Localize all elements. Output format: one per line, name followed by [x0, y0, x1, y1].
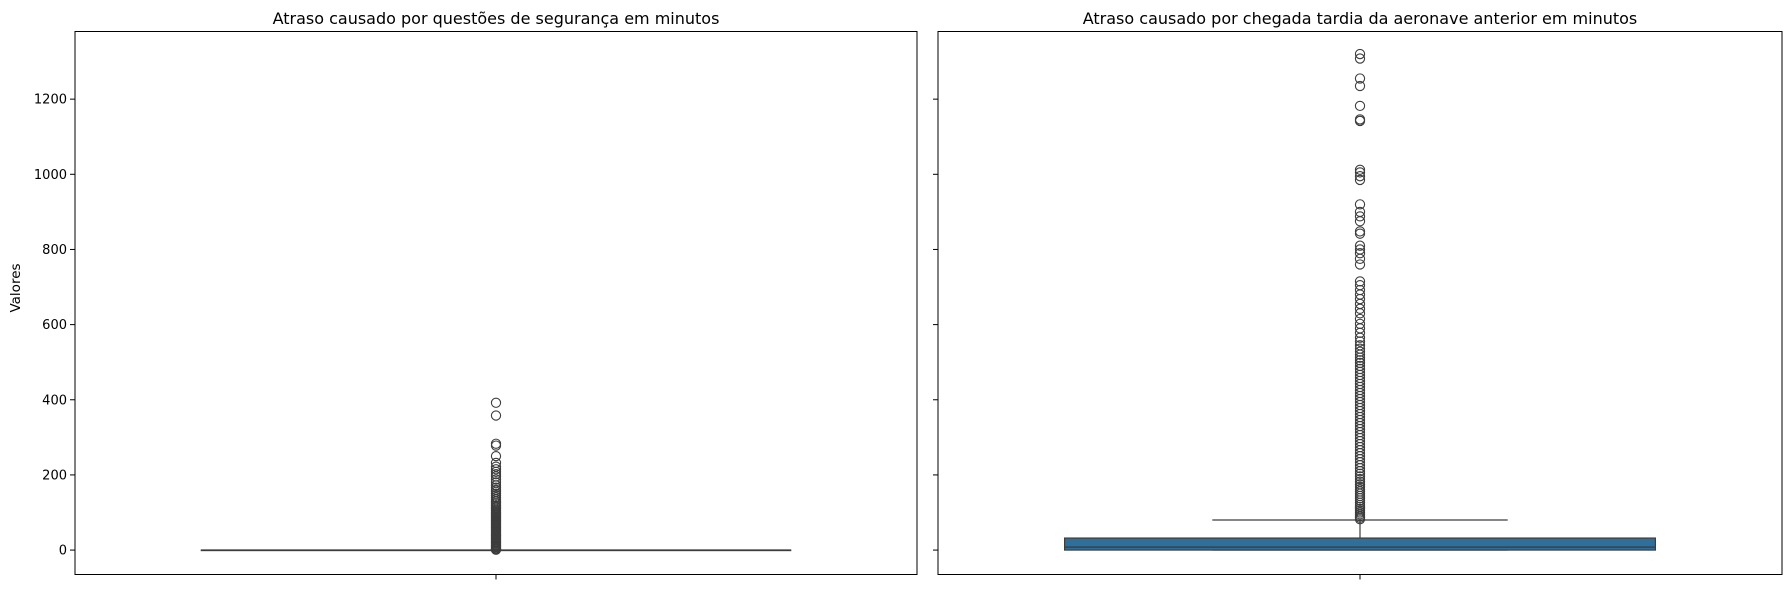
- outlier-point: [490, 438, 502, 449]
- y-tick-label: 1200: [34, 93, 67, 108]
- outlier-point: [1354, 360, 1366, 372]
- plot-area: [200, 397, 792, 555]
- outlier-point: [1354, 226, 1366, 237]
- outlier-point: [490, 474, 502, 485]
- outlier-point: [1354, 174, 1366, 186]
- outlier-point: [1354, 336, 1366, 347]
- y-tick-label: 600: [42, 318, 67, 333]
- box: [1063, 537, 1656, 551]
- outlier-point: [490, 464, 502, 475]
- outlier-point: [1354, 114, 1366, 125]
- outlier-point: [1354, 171, 1366, 182]
- outlier-point: [1354, 481, 1366, 493]
- outlier-point: [1354, 167, 1366, 178]
- outlier-point: [1354, 253, 1366, 264]
- outlier-point: [1354, 53, 1366, 64]
- y-tick-label: 400: [42, 393, 67, 408]
- outlier-point: [1354, 100, 1366, 112]
- outlier-point: [1354, 276, 1366, 287]
- outlier-point: [1354, 340, 1366, 351]
- outlier-point: [1354, 244, 1366, 255]
- outlier-point: [1354, 479, 1366, 490]
- panel-security-delay: Atraso causado por questões de segurança…: [8, 9, 918, 580]
- outlier-point: [1354, 48, 1366, 60]
- outlier-point: [1354, 206, 1366, 218]
- outlier-point: [1354, 473, 1366, 485]
- outlier-point: [1354, 73, 1366, 84]
- outlier-point: [1354, 313, 1366, 325]
- outlier-point: [1354, 303, 1366, 314]
- y-tick-label: 800: [42, 243, 67, 258]
- outlier-point: [1354, 164, 1366, 175]
- plot-area: [1063, 48, 1656, 551]
- outlier-point: [1354, 343, 1366, 354]
- outlier-point: [490, 477, 502, 488]
- y-axis: [933, 98, 1361, 580]
- outlier-point: [490, 461, 502, 472]
- outlier-point: [1354, 468, 1366, 479]
- outlier-point: [1354, 363, 1366, 375]
- outlier-point: [490, 457, 502, 469]
- outlier-point: [1354, 280, 1366, 291]
- outlier-point: [1354, 284, 1366, 296]
- outlier-point: [1354, 357, 1366, 369]
- outlier-point: [1354, 259, 1366, 270]
- outlier-point: [1354, 248, 1366, 259]
- outlier-point: [1354, 346, 1366, 357]
- y-tick-label: 0: [59, 544, 67, 559]
- outlier-point: [1354, 471, 1366, 482]
- chart-title: Atraso causado por chegada tardia da aer…: [1083, 9, 1638, 28]
- y-axis: 0 200 400 600 800 1000 1200: [34, 93, 497, 580]
- outlier-point: [1354, 240, 1366, 251]
- outlier-point: [1354, 476, 1366, 487]
- outlier-point: [490, 397, 502, 408]
- axes-frame: [937, 31, 1783, 575]
- outlier-point: [490, 450, 502, 462]
- axes-frame: [74, 31, 918, 575]
- panel-late-aircraft-delay: Atraso causado por chegada tardia da aer…: [933, 9, 1783, 580]
- outlier-point: [1354, 211, 1366, 222]
- y-axis-label: Valores: [8, 263, 24, 312]
- outlier-point: [1354, 318, 1366, 330]
- outlier-point: [1354, 355, 1366, 366]
- y-tick-label: 200: [42, 468, 67, 483]
- outlier-point: [1354, 228, 1366, 239]
- y-tick-label: 1000: [34, 168, 67, 183]
- outlier-point: [1354, 199, 1366, 210]
- outlier-point: [490, 410, 502, 421]
- outlier-point: [1354, 80, 1366, 92]
- chart-title: Atraso causado por questões de segurança…: [273, 9, 720, 28]
